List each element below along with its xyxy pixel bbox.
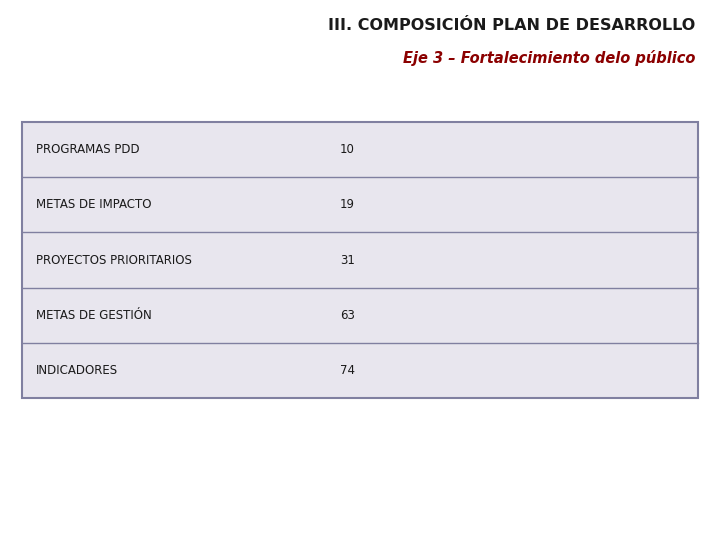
Text: Eje 3 – Fortalecimiento delo público: Eje 3 – Fortalecimiento delo público: [402, 50, 695, 66]
Text: III. COMPOSICIÓN PLAN DE DESARROLLO: III. COMPOSICIÓN PLAN DE DESARROLLO: [328, 18, 695, 33]
Text: 19: 19: [340, 198, 355, 211]
Text: 31: 31: [340, 253, 355, 267]
Text: INDICADORES: INDICADORES: [36, 364, 118, 377]
Text: PROGRAMAS PDD: PROGRAMAS PDD: [36, 143, 140, 156]
Text: 10: 10: [340, 143, 355, 156]
Text: METAS DE GESTIÓN: METAS DE GESTIÓN: [36, 309, 152, 322]
Text: 63: 63: [340, 309, 355, 322]
Text: PROYECTOS PRIORITARIOS: PROYECTOS PRIORITARIOS: [36, 253, 192, 267]
Text: METAS DE IMPACTO: METAS DE IMPACTO: [36, 198, 151, 211]
FancyBboxPatch shape: [22, 122, 698, 398]
Text: 74: 74: [340, 364, 355, 377]
